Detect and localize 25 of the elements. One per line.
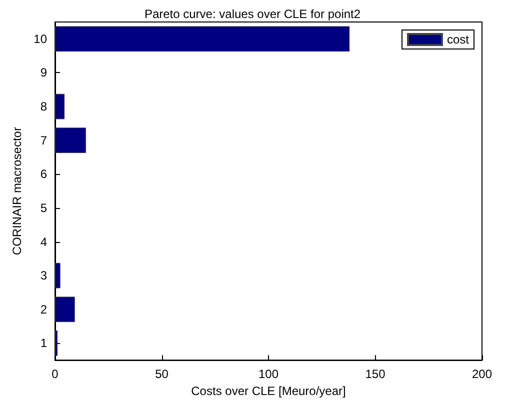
y-axis-title: CORINAIR macrosector bbox=[10, 127, 24, 256]
y-tick-label: 8 bbox=[40, 100, 48, 114]
bar bbox=[55, 296, 75, 322]
y-tick-label: 1 bbox=[40, 336, 48, 350]
y-tick-label: 4 bbox=[40, 234, 48, 249]
x-tick-label: 150 bbox=[365, 367, 386, 382]
legend-label: cost bbox=[446, 32, 470, 46]
y-tick-label: 6 bbox=[40, 167, 48, 182]
bar bbox=[55, 330, 58, 356]
bar bbox=[55, 94, 65, 120]
x-tick-label: 0 bbox=[52, 367, 59, 382]
y-tick-label: 10 bbox=[34, 32, 48, 46]
y-tick-label: 5 bbox=[40, 200, 48, 215]
y-tick-label: 3 bbox=[40, 268, 48, 283]
x-tick-label: 100 bbox=[258, 367, 279, 382]
bar bbox=[55, 262, 60, 288]
x-tick-label: 50 bbox=[155, 367, 169, 382]
bar bbox=[55, 26, 350, 52]
chart-title: Pareto curve: values over CLE for point2 bbox=[144, 7, 361, 21]
x-axis-title: Costs over CLE [Meuro/year] bbox=[191, 384, 346, 398]
x-tick-label: 200 bbox=[472, 367, 492, 382]
y-tick-label: 7 bbox=[40, 133, 48, 148]
y-tick-label: 9 bbox=[40, 66, 48, 80]
bar bbox=[55, 128, 86, 154]
y-tick-label: 2 bbox=[40, 302, 48, 316]
